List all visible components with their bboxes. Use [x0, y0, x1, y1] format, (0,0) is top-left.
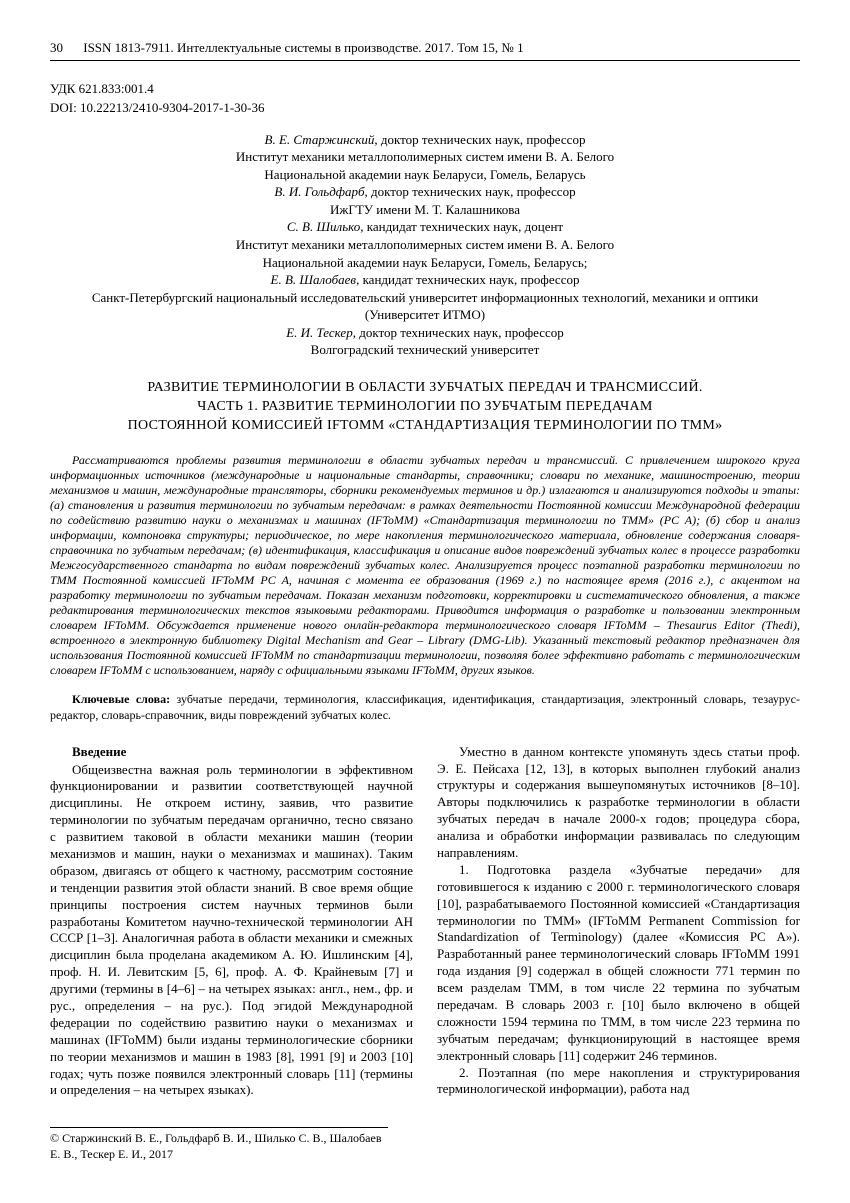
- doi-code: DOI: 10.22213/2410-9304-2017-1-30-36: [50, 100, 800, 117]
- author-title: , кандидат технических наук, профессор: [356, 272, 579, 287]
- author-name: В. Е. Старжинский: [265, 132, 375, 147]
- keywords-label: Ключевые слова:: [72, 692, 170, 706]
- page-header: 30 ISSN 1813-7911. Интеллектуальные сист…: [50, 40, 800, 61]
- affiliation: ИжГТУ имени М. Т. Калашникова: [50, 201, 800, 219]
- copyright-footer: © Старжинский В. Е., Гольдфарб В. И., Ши…: [50, 1127, 388, 1162]
- body-paragraph: 1. Подготовка раздела «Зубчатые передачи…: [437, 862, 800, 1065]
- affiliation: Национальной академии наук Беларуси, Гом…: [50, 166, 800, 184]
- affiliation: Институт механики металлополимерных сист…: [50, 148, 800, 166]
- affiliation: Национальной академии наук Беларуси, Гом…: [50, 254, 800, 272]
- journal-info: ISSN 1813-7911. Интеллектуальные системы…: [83, 40, 523, 55]
- author-name: Е. И. Тескер: [286, 325, 353, 340]
- author-title: , доктор технических наук, профессор: [374, 132, 585, 147]
- author-name: С. В. Шилько: [287, 219, 360, 234]
- affiliation: Волгоградский технический университет: [50, 341, 800, 359]
- page-number: 30: [50, 40, 80, 57]
- author-name: Е. В. Шалобаев: [271, 272, 357, 287]
- author-name: В. И. Гольдфарб: [274, 184, 364, 199]
- title-line: РАЗВИТИЕ ТЕРМИНОЛОГИИ В ОБЛАСТИ ЗУБЧАТЫХ…: [50, 379, 800, 398]
- author-title: , доктор технических наук, профессор: [353, 325, 564, 340]
- intro-heading: Введение: [50, 744, 413, 761]
- affiliation: Санкт-Петербургский национальный исследо…: [50, 289, 800, 307]
- affiliation: (Университет ИТМО): [50, 306, 800, 324]
- udk-code: УДК 621.833:001.4: [50, 81, 800, 98]
- abstract: Рассматриваются проблемы развития термин…: [50, 453, 800, 678]
- body-paragraph: 2. Поэтапная (по мере накопления и струк…: [437, 1065, 800, 1099]
- author-title: , кандидат технических наук, доцент: [360, 219, 563, 234]
- affiliation: Институт механики металлополимерных сист…: [50, 236, 800, 254]
- body-paragraph: Общеизвестна важная роль терминологии в …: [50, 762, 413, 1100]
- article-title: РАЗВИТИЕ ТЕРМИНОЛОГИИ В ОБЛАСТИ ЗУБЧАТЫХ…: [50, 379, 800, 436]
- body-paragraph: Уместно в данном контексте упомянуть зде…: [437, 744, 800, 862]
- authors-block: В. Е. Старжинский, доктор технических на…: [50, 131, 800, 359]
- body-columns: Введение Общеизвестна важная роль термин…: [50, 744, 800, 1100]
- title-line: ЧАСТЬ 1. РАЗВИТИЕ ТЕРМИНОЛОГИИ ПО ЗУБЧАТ…: [50, 398, 800, 417]
- author-title: , доктор технических наук, профессор: [365, 184, 576, 199]
- title-line: ПОСТОЯННОЙ КОМИССИЕЙ IFTOMM «СТАНДАРТИЗА…: [50, 417, 800, 436]
- keywords: Ключевые слова: зубчатые передачи, терми…: [50, 692, 800, 723]
